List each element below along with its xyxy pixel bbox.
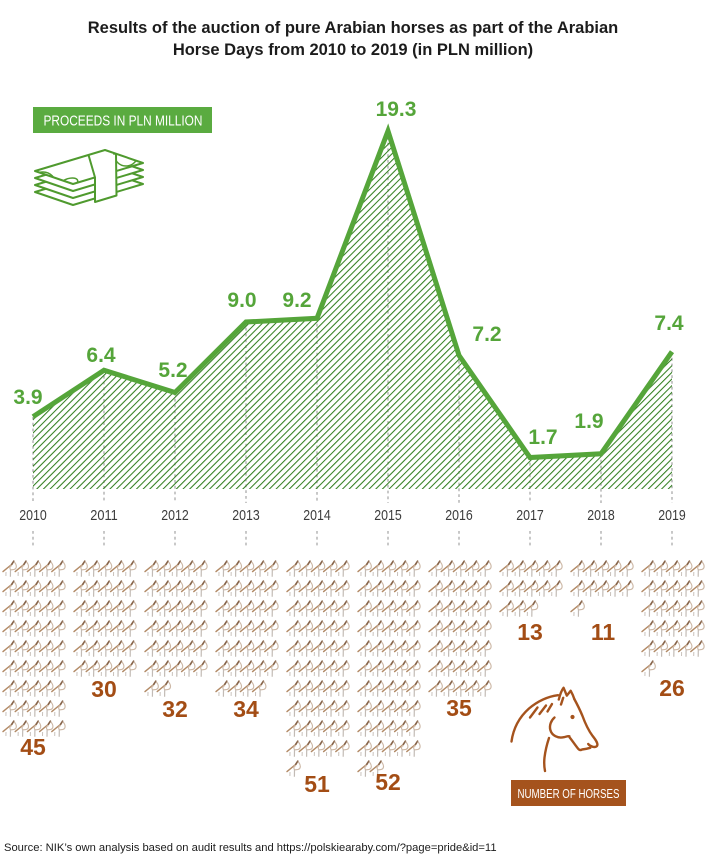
svg-text:3.9: 3.9	[13, 386, 42, 409]
svg-text:2018: 2018	[587, 507, 615, 524]
svg-text:26: 26	[659, 675, 685, 701]
svg-text:6.4: 6.4	[86, 344, 116, 367]
svg-text:52: 52	[375, 769, 401, 795]
svg-text:19.3: 19.3	[376, 98, 417, 121]
svg-text:2010: 2010	[19, 507, 47, 524]
svg-text:45: 45	[20, 734, 46, 760]
svg-text:2019: 2019	[658, 507, 686, 524]
svg-text:2012: 2012	[161, 507, 189, 524]
svg-text:2013: 2013	[232, 507, 260, 524]
svg-text:11: 11	[591, 619, 616, 645]
svg-text:7.4: 7.4	[654, 312, 684, 335]
svg-text:2015: 2015	[374, 507, 402, 524]
svg-text:7.2: 7.2	[472, 323, 501, 346]
svg-text:35: 35	[446, 695, 472, 721]
svg-text:2011: 2011	[90, 507, 118, 524]
svg-text:34: 34	[233, 696, 259, 722]
svg-text:PROCEEDS IN PLN MILLION: PROCEEDS IN PLN MILLION	[44, 113, 203, 130]
svg-text:1.7: 1.7	[528, 426, 557, 449]
svg-text:5.2: 5.2	[158, 359, 187, 382]
svg-text:9.0: 9.0	[227, 289, 256, 312]
svg-text:2014: 2014	[303, 507, 331, 524]
svg-text:9.2: 9.2	[282, 289, 311, 312]
svg-text:51: 51	[304, 771, 330, 797]
svg-text:13: 13	[517, 619, 543, 645]
svg-text:NUMBER OF HORSES: NUMBER OF HORSES	[518, 787, 620, 801]
svg-text:32: 32	[162, 696, 188, 722]
svg-text:2016: 2016	[445, 507, 473, 524]
svg-text:2017: 2017	[516, 507, 544, 524]
svg-text:30: 30	[91, 676, 117, 702]
svg-text:1.9: 1.9	[574, 410, 603, 433]
